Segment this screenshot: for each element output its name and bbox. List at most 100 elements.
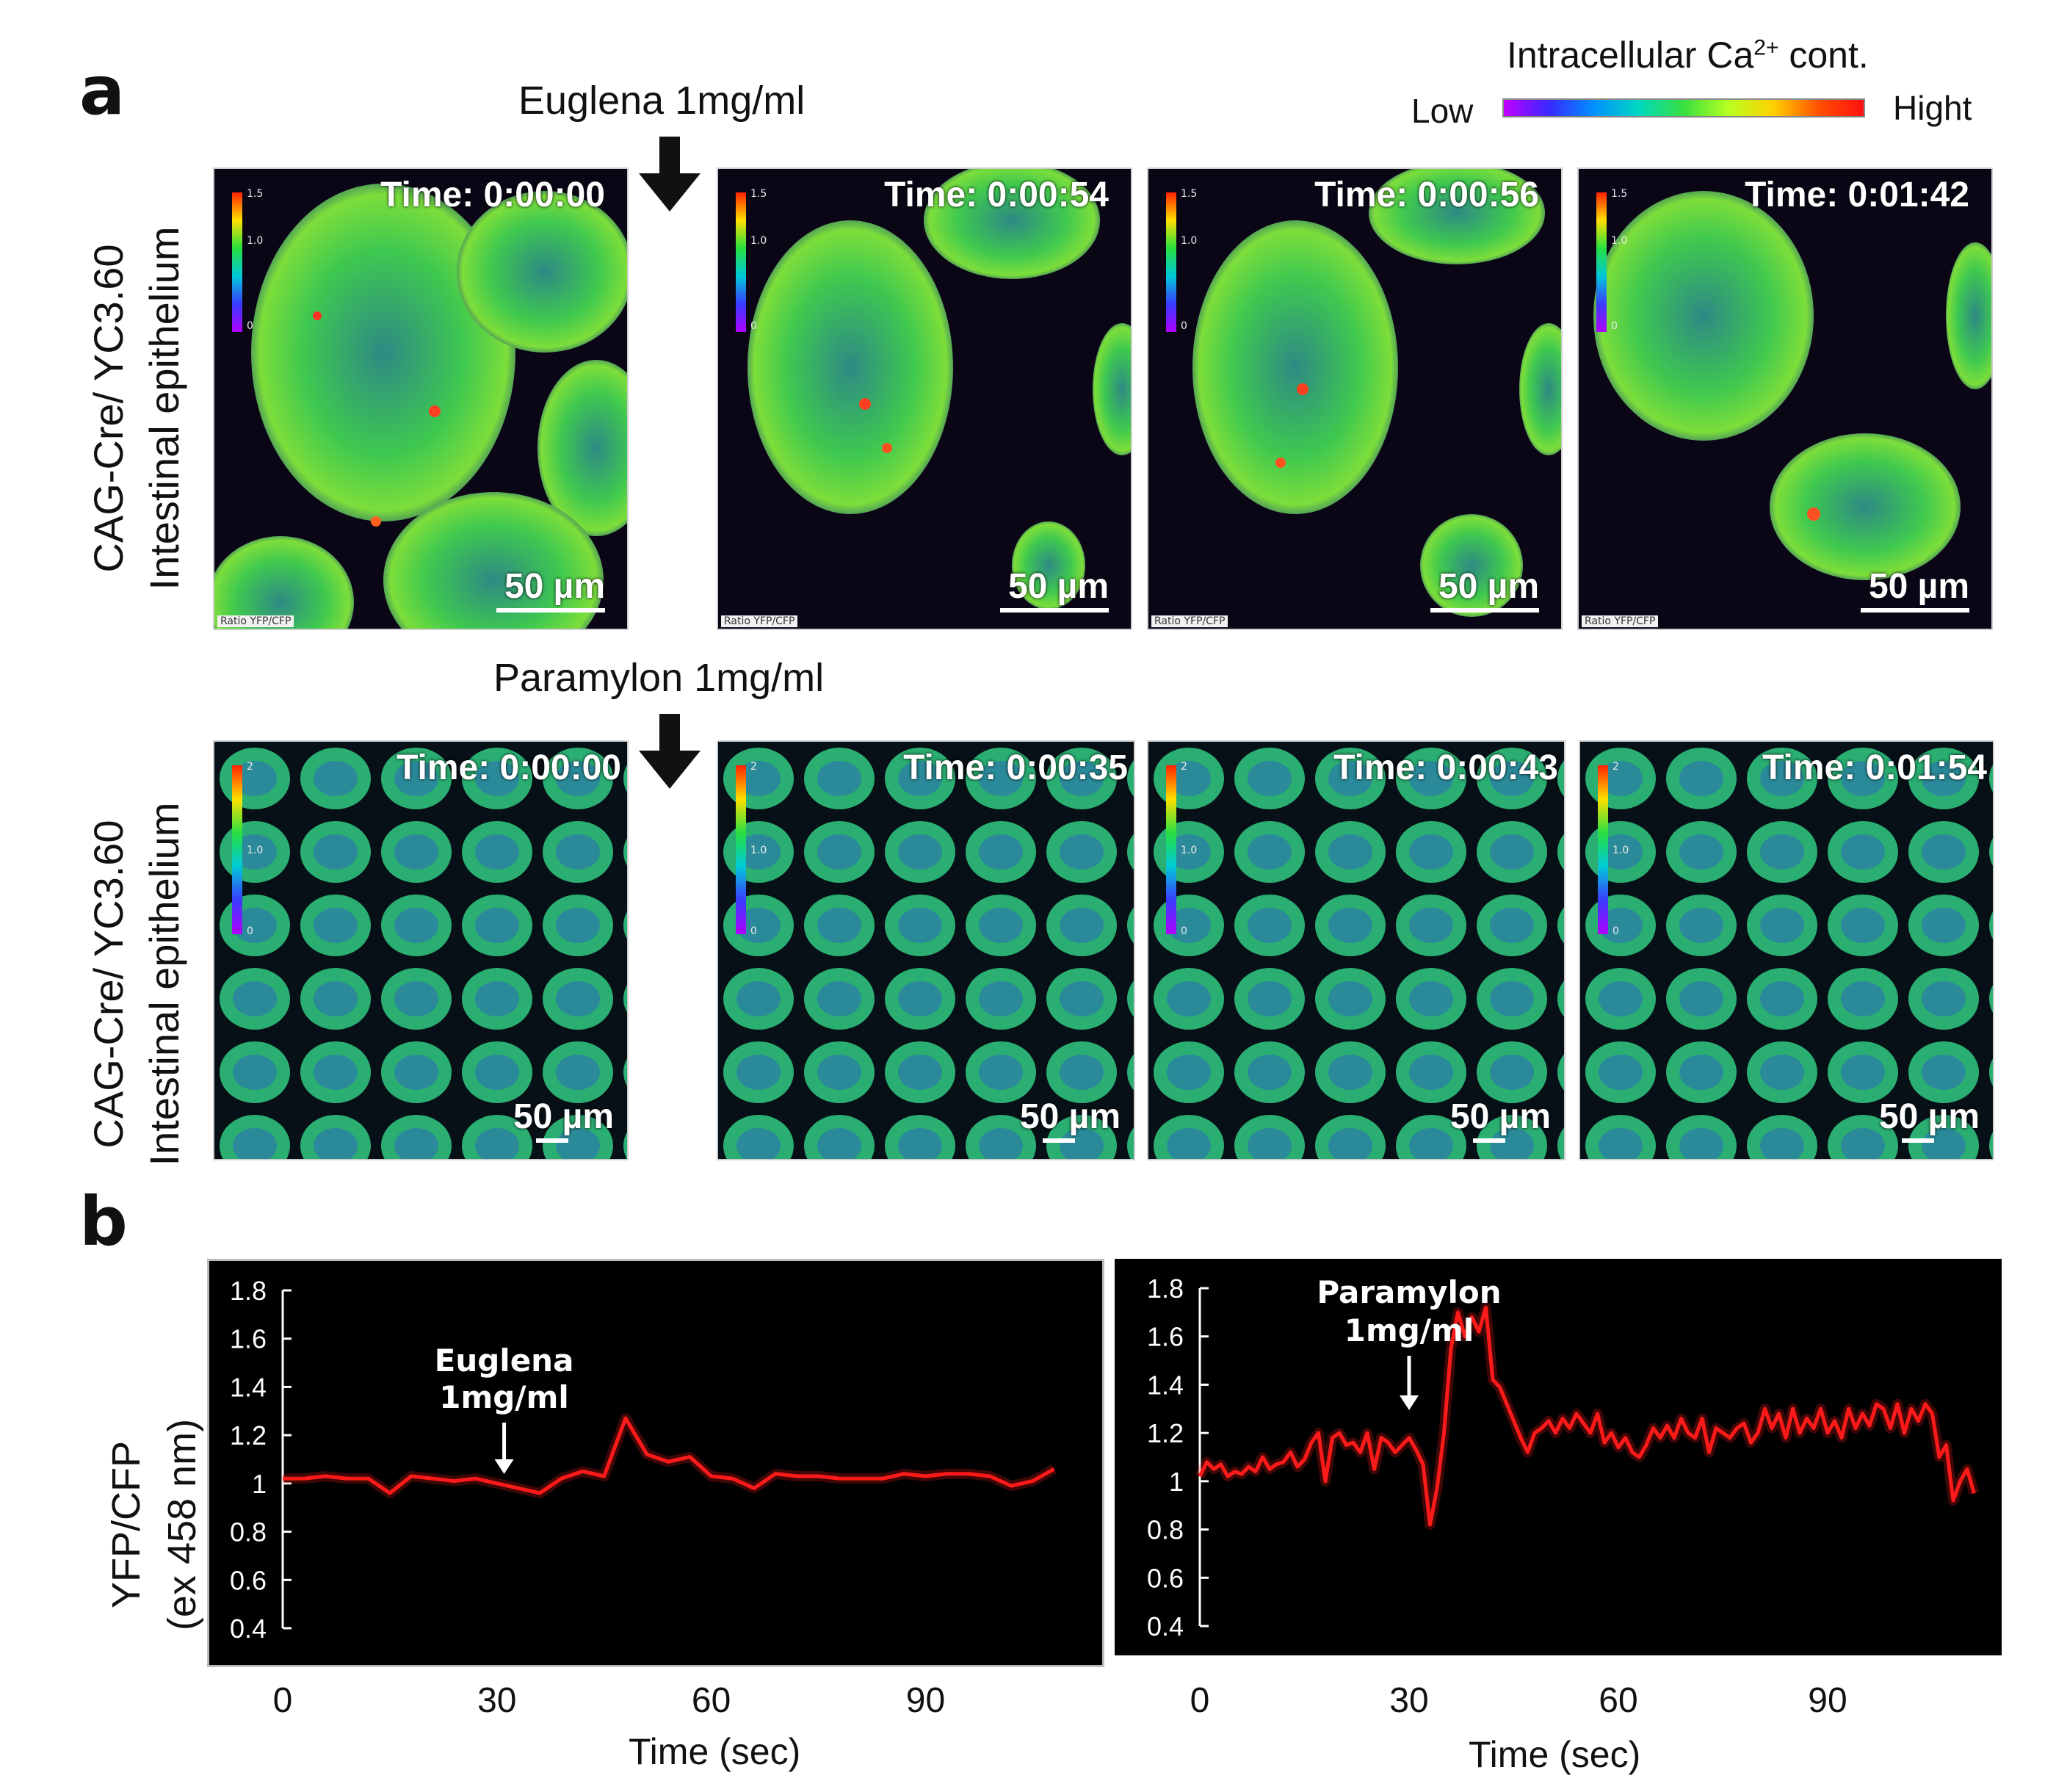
y-tick-label: 1.2 <box>1147 1418 1184 1448</box>
mini-colorbar-mid: 1.0 <box>1181 845 1198 856</box>
y-tick-label: 0.8 <box>1147 1515 1184 1545</box>
arrow-down-icon <box>639 714 701 789</box>
micrograph <box>214 742 627 1159</box>
image-tile-paramylon-2: 2 1.0 0 Time: 0:00:35 50 µm <box>717 740 1135 1160</box>
annotation-line1: Paramylon <box>1317 1274 1501 1310</box>
scale-bar <box>1043 1138 1075 1143</box>
mini-colorbar-min: 0 <box>247 925 253 937</box>
y-tick-label: 1.6 <box>230 1324 267 1354</box>
mini-colorbar-mid: 1.0 <box>1181 235 1198 247</box>
scale-bar <box>496 608 605 613</box>
y-tick-label: 0.6 <box>1147 1563 1184 1593</box>
mini-colorbar-mid: 1.0 <box>247 845 264 856</box>
mini-colorbar-min: 0 <box>1181 925 1187 937</box>
x-tick-label: 90 <box>1808 1681 1847 1720</box>
timestamp: Time: 0:00:00 <box>380 176 605 214</box>
x-tick-label: 30 <box>477 1681 517 1720</box>
ratio-label: Ratio YFP/CFP <box>1151 615 1228 627</box>
scale-bar <box>536 1138 568 1143</box>
x-tick-label: 60 <box>691 1681 731 1720</box>
mini-colorbar <box>1596 192 1607 332</box>
y-tick-label: 0.4 <box>1147 1611 1184 1641</box>
mini-colorbar-mid: 1.0 <box>1611 235 1628 247</box>
scale-bar-label: 50 µm <box>1019 1097 1121 1136</box>
chart-euglena: 0.4 0.6 0.8 1 1.2 1.4 1.6 1.8 Euglena 1mg/ml <box>207 1259 1104 1667</box>
timestamp: Time: 0:00:43 <box>1333 748 1558 787</box>
mini-colorbar-min: 0 <box>247 320 253 332</box>
micrograph <box>718 742 1134 1159</box>
scale-bar-label: 50 µm <box>1878 1097 1980 1136</box>
mini-colorbar-max: 1.5 <box>1181 188 1198 200</box>
row-label-paramylon: CAG-Cre/ YC3.60 Intestinal epithelium <box>85 802 187 1166</box>
micrograph <box>214 184 627 629</box>
series-glow <box>1195 1302 1980 1530</box>
series-line <box>283 1416 1055 1495</box>
mini-colorbar <box>1166 765 1176 934</box>
image-tile-paramylon-1: 2 1.0 0 Time: 0:00:00 50 µm <box>213 740 629 1160</box>
mini-colorbar-max: 2 <box>247 761 253 773</box>
ratio-label: Ratio YFP/CFP <box>721 615 798 627</box>
x-axis-label-paramylon: Time (sec) <box>1469 1734 1641 1775</box>
y-tick-label: 0.8 <box>230 1517 267 1547</box>
annotation-line2: 1mg/ml <box>439 1379 569 1415</box>
y-tick-label: 1.4 <box>230 1372 267 1402</box>
mini-colorbar <box>232 765 242 934</box>
x-tick-label: 0 <box>1190 1681 1210 1720</box>
mini-colorbar-mid: 1.0 <box>750 845 767 856</box>
mini-colorbar-mid: 1.0 <box>1612 845 1629 856</box>
mini-colorbar-max: 2 <box>750 761 757 773</box>
micrograph <box>1593 191 1991 580</box>
scale-bar-label: 50 µm <box>1007 567 1109 606</box>
image-tile-paramylon-3: 2 1.0 0 Time: 0:00:43 50 µm <box>1147 740 1565 1160</box>
scale-bar-label: 50 µm <box>504 567 605 606</box>
y-tick-label: 1.4 <box>1147 1370 1184 1400</box>
y-tick-label: 1 <box>1169 1467 1184 1497</box>
micrograph <box>1192 169 1561 617</box>
mini-colorbar-max: 1.5 <box>247 188 264 200</box>
y-tick-label: 0.6 <box>230 1565 267 1595</box>
scale-bar-label: 50 µm <box>1868 567 1969 606</box>
mini-colorbar-min: 0 <box>1611 320 1618 332</box>
y-tick-label: 1.6 <box>1147 1322 1184 1352</box>
mini-colorbar-max: 1.5 <box>750 188 767 200</box>
timestamp: Time: 0:00:56 <box>1314 176 1539 214</box>
x-tick-label: 30 <box>1389 1681 1429 1720</box>
y-tick-label: 1.8 <box>1147 1273 1184 1304</box>
scale-bar <box>1430 608 1539 613</box>
mini-colorbar-min: 0 <box>750 925 757 937</box>
colorbar-low-label: Low <box>1411 92 1474 130</box>
mini-colorbar <box>232 192 242 332</box>
y-tick-label: 1 <box>252 1469 267 1499</box>
mini-colorbar-min: 0 <box>1181 320 1187 332</box>
scale-bar <box>1861 608 1969 613</box>
ratio-label: Ratio YFP/CFP <box>217 615 294 627</box>
annotation-arrow-head <box>494 1459 514 1474</box>
treatment-label-paramylon: Paramylon 1mg/ml <box>493 656 825 700</box>
series-line <box>1198 1305 1976 1527</box>
mini-colorbar <box>736 192 746 332</box>
timestamp: Time: 0:01:42 <box>1745 176 1969 214</box>
scale-bar-label: 50 µm <box>513 1097 614 1136</box>
micrograph <box>748 169 1131 610</box>
mini-colorbar-min: 0 <box>750 320 757 332</box>
mini-colorbar-mid: 1.0 <box>750 235 767 247</box>
annotation-line2: 1mg/ml <box>1344 1312 1474 1348</box>
micrograph <box>1580 742 1993 1159</box>
arrow-down-icon <box>639 137 701 212</box>
scale-bar-label: 50 µm <box>1449 1097 1551 1136</box>
mini-colorbar <box>736 765 746 934</box>
colorbar <box>1502 98 1865 118</box>
micrograph <box>1148 742 1564 1159</box>
y-axis-label: YFP/CFP (ex 458 nm) <box>104 1418 204 1631</box>
panel-label-a: a <box>79 51 126 130</box>
mini-colorbar <box>1166 192 1176 332</box>
x-tick-label: 0 <box>272 1681 293 1720</box>
image-tile-paramylon-4: 2 1.0 0 Time: 0:01:54 50 µm <box>1579 740 1994 1160</box>
chart-paramylon: 0.4 0.6 0.8 1 1.2 1.4 1.6 1.8 Paramylon 1mg/ml <box>1115 1259 2002 1655</box>
mini-colorbar-max: 2 <box>1181 761 1187 773</box>
timestamp: Time: 0:00:00 <box>397 748 621 787</box>
scale-bar <box>1473 1138 1505 1143</box>
image-tile-euglena-4: 1.5 1.0 0 Time: 0:01:42 50 µm Ratio YFP/… <box>1577 167 1993 630</box>
